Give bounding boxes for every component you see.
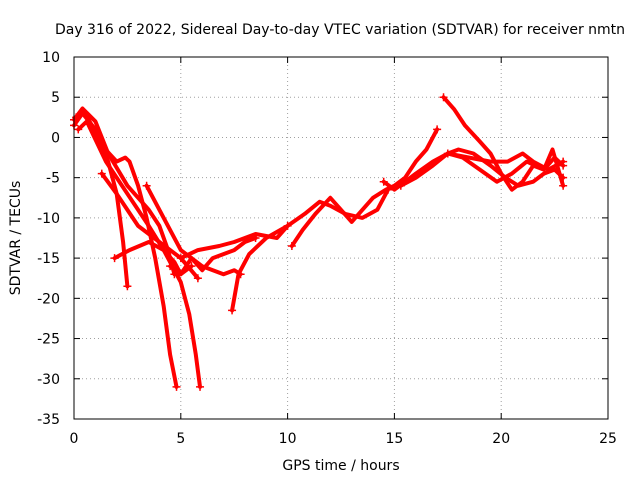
x-tick-label: 5 — [176, 431, 185, 447]
axis-ticks — [73, 56, 609, 420]
series-arc-14 — [439, 93, 568, 192]
series-arc-8 — [166, 234, 260, 277]
plus-marker — [187, 262, 196, 271]
y-tick-label: 10 — [42, 50, 60, 66]
x-tick-label: 15 — [385, 431, 403, 447]
plus-marker — [433, 125, 442, 134]
plus-marker — [110, 254, 119, 263]
series-line — [76, 119, 202, 389]
plus-marker — [228, 306, 237, 315]
y-tick-label: -20 — [37, 291, 60, 307]
y-tick-label: -10 — [37, 211, 60, 227]
y-axis-label: SDTVAR / TECUs — [8, 181, 24, 296]
series-arc-11 — [287, 125, 442, 251]
y-tick-label: -30 — [37, 372, 60, 388]
plus-marker — [396, 181, 405, 190]
series-line — [99, 171, 200, 281]
series-line — [445, 151, 566, 172]
x-tick-label: 0 — [70, 431, 79, 447]
series-line — [441, 95, 566, 192]
y-tick-label: -25 — [37, 332, 60, 348]
x-tick-label: 25 — [599, 431, 617, 447]
plus-marker — [166, 262, 175, 271]
plus-marker — [443, 149, 452, 158]
plus-marker — [74, 125, 83, 134]
series-arc-5 — [97, 169, 202, 283]
chart-title: Day 316 of 2022, Sidereal Day-to-day VTE… — [55, 22, 625, 38]
plus-marker — [559, 157, 568, 166]
series-line — [144, 183, 243, 277]
series-line — [289, 127, 440, 248]
x-axis-label: GPS time / hours — [282, 458, 399, 474]
plus-marker — [559, 181, 568, 190]
x-tick-label: 10 — [279, 431, 297, 447]
plus-marker — [123, 282, 132, 291]
plus-marker — [287, 242, 296, 251]
plus-marker — [172, 382, 181, 391]
plus-marker — [439, 93, 448, 102]
series-line — [178, 187, 390, 261]
x-tick-label: 20 — [492, 431, 510, 447]
y-tick-label: -35 — [37, 412, 60, 428]
plus-marker — [97, 169, 106, 178]
plus-marker — [283, 221, 292, 230]
tick-labels: 0 5 10 15 20 25 10 5 0 -5 -10 -15 -20 -25 -30 -35 — [37, 50, 617, 447]
series-arc-9 — [176, 185, 392, 263]
plot-frame — [73, 56, 609, 420]
plus-marker — [176, 254, 185, 263]
series-line — [168, 236, 258, 277]
y-tick-label: 5 — [51, 90, 60, 106]
series-arc-15 — [443, 149, 568, 172]
series-line — [72, 106, 177, 277]
y-tick-label: -5 — [46, 171, 60, 187]
plus-marker — [379, 177, 388, 186]
series-line — [381, 147, 566, 192]
plus-marker — [196, 382, 205, 391]
series-line — [74, 109, 179, 389]
y-tick-label: -15 — [37, 251, 60, 267]
series-arc-10 — [228, 221, 292, 315]
plus-marker — [142, 181, 151, 190]
series-layer — [70, 93, 568, 391]
y-tick-label: 0 — [51, 130, 60, 146]
series-line — [230, 223, 290, 313]
plus-marker — [193, 274, 202, 283]
